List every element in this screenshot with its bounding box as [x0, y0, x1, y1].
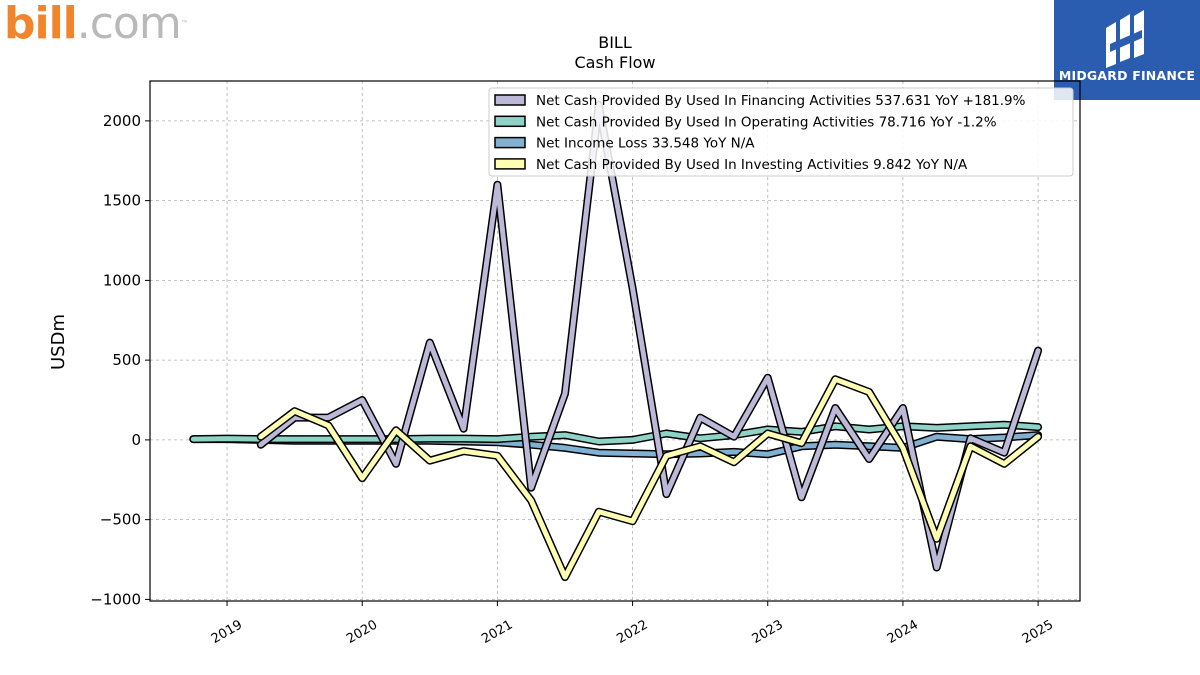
x-tick-label: 2021: [479, 617, 515, 647]
legend-swatch-financing: [494, 94, 526, 106]
y-tick-label: 1500: [103, 192, 141, 210]
x-tick-label: 2020: [344, 617, 380, 647]
midgard-brand-text: MIDGARD FINANCE: [1058, 68, 1196, 83]
legend-swatch-net_income: [494, 136, 526, 149]
legend: Net Cash Provided By Used In Financing A…: [488, 87, 1074, 177]
series-line-investing: [258, 376, 1041, 580]
series-layer: [189, 100, 1043, 582]
y-tick-label: −500: [100, 511, 141, 529]
y-tick-label: 500: [112, 351, 141, 369]
legend-label-financing: Net Cash Provided By Used In Financing A…: [536, 93, 1026, 109]
x-tick-label: 2022: [614, 617, 650, 647]
x-tick-label: 2025: [1020, 617, 1056, 647]
x-tick-label: 2019: [209, 617, 245, 647]
legend-label-operating: Net Cash Provided By Used In Operating A…: [536, 114, 997, 130]
bill-com-logo: bill.com™: [4, 0, 189, 49]
y-tick-label: 1000: [103, 271, 141, 289]
chart-subtitle: Cash Flow: [574, 53, 655, 72]
x-tick-label: 2023: [750, 617, 786, 647]
legend-swatch-investing: [494, 158, 526, 170]
y-tick-label: 2000: [103, 112, 141, 130]
legend-frame: [488, 87, 1074, 177]
y-tick-label: −1000: [90, 590, 141, 608]
midgard-mark-icon: [1106, 10, 1144, 68]
x-tick-label: 2024: [885, 617, 921, 647]
legend-label-net_income: Net Income Loss 33.548 YoY N/A: [536, 136, 755, 152]
legend-swatch-operating: [494, 115, 526, 128]
plot-frame: [149, 80, 1081, 602]
legend-label-investing: Net Cash Provided By Used In Investing A…: [536, 157, 968, 173]
y-tick-label: 0: [131, 431, 141, 449]
chart-title: BILL: [598, 33, 632, 52]
y-axis-label: USDm: [48, 314, 69, 370]
series-line-financing: [258, 102, 1041, 570]
midgard-finance-logo: MIDGARD FINANCE: [1054, 0, 1200, 100]
